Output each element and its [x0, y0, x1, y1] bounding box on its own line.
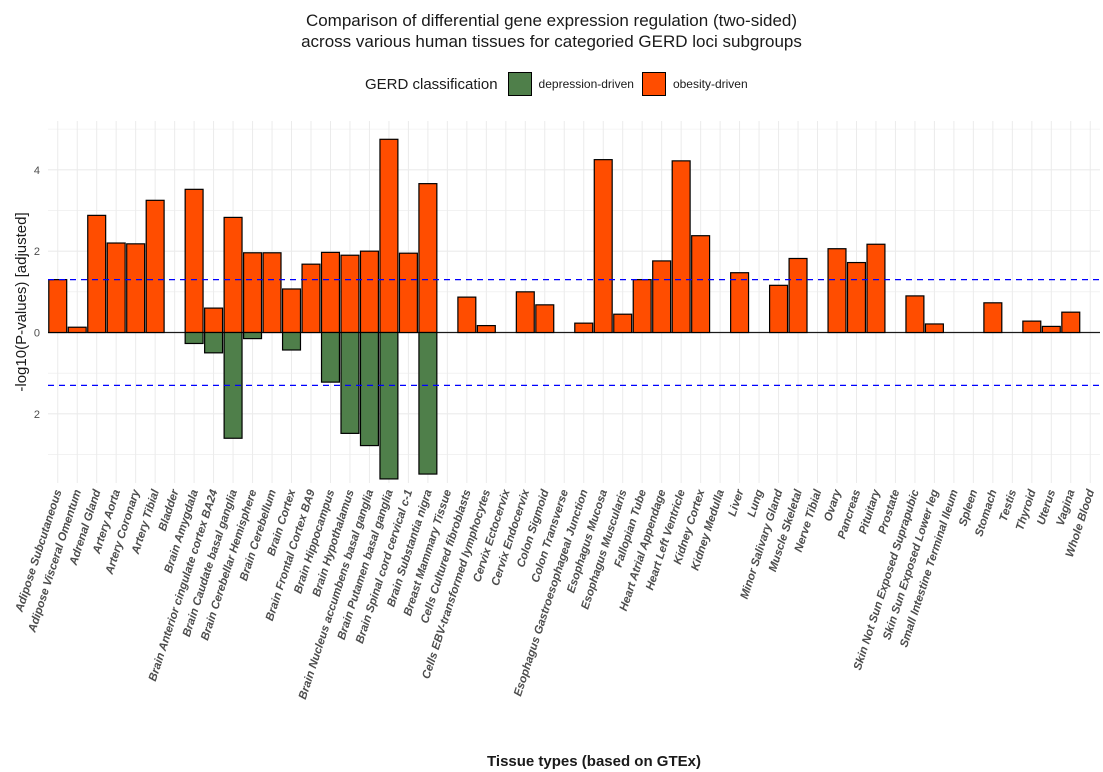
legend-title: GERD classification — [365, 75, 498, 93]
bar — [671, 160, 691, 334]
bar — [768, 284, 789, 334]
x-axis-label: Tissue types (based on GTEx) — [487, 753, 701, 770]
x-tick-label: Testis — [998, 488, 1020, 523]
bar — [730, 272, 750, 334]
bar — [106, 242, 126, 334]
bar — [340, 331, 360, 434]
bar — [866, 243, 886, 334]
bar — [418, 331, 438, 475]
bar — [1022, 320, 1042, 334]
bar — [87, 214, 107, 334]
bar — [281, 288, 302, 334]
bar — [1061, 311, 1081, 334]
bar — [983, 302, 1003, 334]
bar — [281, 331, 302, 351]
y-tick-label: 2 — [34, 409, 40, 421]
series-obesity-driven — [48, 138, 1081, 334]
bar — [846, 261, 867, 334]
bar — [242, 252, 263, 334]
bar — [691, 235, 711, 334]
bar — [905, 295, 925, 334]
bar — [924, 323, 944, 334]
bar — [48, 279, 68, 334]
bar — [1041, 325, 1061, 334]
grid — [48, 121, 1100, 483]
bar — [126, 243, 146, 334]
bar — [301, 263, 321, 334]
x-tick-label: Lung — [746, 488, 766, 518]
bar — [242, 331, 263, 340]
bar — [827, 248, 847, 334]
bar — [418, 183, 438, 334]
bar — [788, 257, 808, 334]
x-tick-label: Liver — [727, 488, 747, 518]
bar — [262, 252, 282, 334]
bar — [359, 331, 380, 447]
bar — [67, 326, 87, 334]
bar — [184, 331, 204, 345]
y-tick-label: 4 — [34, 165, 40, 177]
bar — [613, 313, 633, 334]
bar — [398, 252, 418, 334]
legend-swatch-obesity — [641, 72, 666, 96]
legend-item-depression: depression-driven — [507, 72, 634, 96]
bar — [320, 331, 341, 383]
bar — [652, 260, 672, 334]
chart-title-line1: Comparison of differential gene expressi… — [305, 11, 798, 30]
bar — [574, 322, 594, 334]
y-tick-label: 2 — [34, 246, 40, 258]
bar — [476, 324, 496, 334]
bar — [223, 216, 243, 334]
bar — [320, 251, 341, 334]
bar — [535, 304, 555, 334]
bar — [204, 307, 224, 334]
bar — [184, 188, 204, 334]
bar — [379, 138, 399, 334]
legend-swatch-depression — [507, 72, 532, 96]
bar — [593, 159, 613, 334]
bar — [457, 296, 477, 334]
bar — [359, 250, 380, 334]
bar — [340, 254, 360, 334]
legend: GERD classification depression-driven ob… — [365, 71, 756, 97]
bar — [379, 331, 399, 480]
bar — [515, 291, 535, 334]
bar — [632, 279, 652, 334]
legend-label-obesity: obesity-driven — [672, 77, 748, 91]
chart-title-line2: across various human tissues for categor… — [301, 32, 802, 51]
y-tick-label: 0 — [34, 328, 40, 340]
y-axis-label: -log10(P-values) [adjusted] — [13, 212, 30, 391]
bar — [204, 331, 224, 354]
bar — [145, 199, 165, 334]
series-depression-driven — [184, 331, 438, 480]
legend-item-obesity: obesity-driven — [641, 72, 748, 96]
x-tick-label: Ovary — [822, 488, 844, 523]
legend-label-depression: depression-driven — [538, 77, 634, 91]
